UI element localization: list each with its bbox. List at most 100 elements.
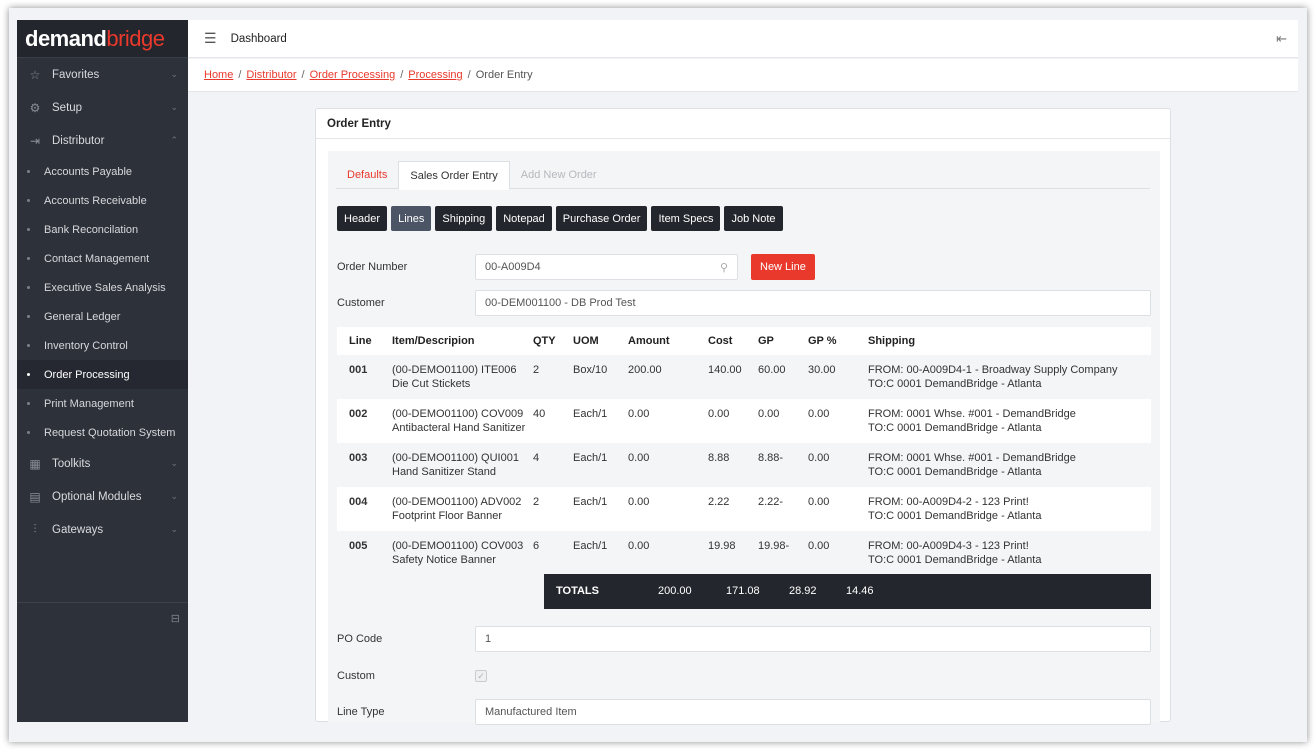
sidebar-subitem-bank-reconcilation[interactable]: Bank Reconcilation — [17, 215, 188, 244]
sidebar-subitem-print-management[interactable]: Print Management — [17, 389, 188, 418]
customer-input[interactable]: 00-DEM001100 - DB Prod Test — [475, 290, 1151, 316]
cell-cost: 140.00 — [708, 355, 758, 399]
sidebar-subitem-order-processing[interactable]: Order Processing — [17, 360, 188, 389]
brand-logo[interactable]: demand bridge — [17, 20, 188, 58]
sidebar-subitem-inventory-control[interactable]: Inventory Control — [17, 331, 188, 360]
cell-line: 005 — [337, 531, 392, 575]
sidebar: demand bridge ☆ Favorites ⌄ ⚙ Setup ⌄ ⇥ D… — [17, 20, 188, 722]
col-header-item: Item/Descripion — [392, 327, 533, 355]
sidebar-item-favorites[interactable]: ☆ Favorites ⌄ — [17, 58, 188, 91]
sidebar-item-toolkits[interactable]: ▦ Toolkits ⌄ — [17, 447, 188, 480]
customer-label: Customer — [337, 297, 385, 309]
custom-checkbox[interactable]: ✓ — [475, 670, 487, 682]
tab-defaults[interactable]: Defaults — [347, 169, 388, 181]
ship-from: FROM: 00-A009D4-2 - 123 Print! — [868, 496, 1029, 508]
cell-gp-pct: 0.00 — [808, 531, 868, 575]
sidebar-subitem-label: Accounts Receivable — [44, 194, 147, 207]
cell-line: 004 — [337, 487, 392, 531]
sidebar-subitem-request-quotation-system[interactable]: Request Quotation System — [17, 418, 188, 447]
item-code: (00-DEMO01100) ITE006 — [392, 364, 517, 376]
order-lines-table: Line Item/Descripion QTY UOM Amount Cost… — [337, 327, 1151, 575]
cell-qty: 40 — [533, 399, 573, 443]
sidebar-subitem-contact-management[interactable]: Contact Management — [17, 244, 188, 273]
cell-cost: 19.98 — [708, 531, 758, 575]
item-specs-button[interactable]: Item Specs — [651, 206, 721, 231]
sidebar-subitem-accounts-receivable[interactable]: Accounts Receivable — [17, 186, 188, 215]
chevron-down-icon: ⌄ — [170, 491, 178, 501]
line-type-input[interactable]: Manufactured Item — [475, 699, 1151, 725]
line-type-label: Line Type — [337, 706, 385, 718]
bullet-icon — [27, 228, 30, 231]
notepad-button[interactable]: Notepad — [496, 206, 552, 231]
breadcrumb-distributor[interactable]: Distributor — [246, 69, 297, 81]
sidebar-subitem-label: Executive Sales Analysis — [44, 281, 166, 294]
sidebar-subitem-executive-sales-analysis[interactable]: Executive Sales Analysis — [17, 273, 188, 302]
table-row[interactable]: 003 (00-DEMO01100) QUI001 Hand Sanitizer … — [337, 443, 1151, 487]
bullet-icon — [27, 402, 30, 405]
menu-icon[interactable]: ☰ — [204, 30, 217, 46]
sidebar-item-label: Gateways — [52, 523, 104, 536]
new-line-button[interactable]: New Line — [751, 254, 815, 280]
job-note-button[interactable]: Job Note — [724, 206, 783, 231]
cell-shipping: FROM: 00-A009D4-2 - 123 Print! TO:C 0001 … — [868, 487, 1151, 531]
order-number-row: Order Number 00-A009D4 ⚲ New Line — [337, 254, 815, 280]
sidebar-subitem-label: Order Processing — [44, 368, 130, 381]
col-header-qty: QTY — [533, 327, 573, 355]
table-row[interactable]: 005 (00-DEMO01100) COV003 Safety Notice B… — [337, 531, 1151, 575]
tab-add-new-order[interactable]: Add New Order — [520, 169, 597, 181]
order-number-input[interactable]: 00-A009D4 ⚲ — [475, 254, 738, 280]
sidebar-item-distributor[interactable]: ⇥ Distributor ⌃ — [17, 124, 188, 157]
item-code: (00-DEMO01100) ADV002 — [392, 496, 522, 508]
sidebar-item-setup[interactable]: ⚙ Setup ⌄ — [17, 91, 188, 124]
item-code: (00-DEMO01100) COV003 — [392, 540, 524, 552]
sidebar-subitem-label: Print Management — [44, 397, 134, 410]
cell-line: 001 — [337, 355, 392, 399]
chevron-down-icon: ⌄ — [170, 524, 178, 534]
breadcrumb-separator: / — [467, 69, 471, 81]
cell-cost: 2.22 — [708, 487, 758, 531]
ship-from: FROM: 0001 Whse. #001 - DemandBridge — [868, 452, 1076, 464]
bullet-icon — [27, 286, 30, 289]
cell-gp: 8.88- — [758, 443, 808, 487]
breadcrumb-home[interactable]: Home — [204, 69, 234, 81]
cell-uom: Box/10 — [573, 355, 628, 399]
order-entry-card: Order Entry Defaults Sales Order Entry A… — [315, 108, 1171, 725]
sidebar-item-optional-modules[interactable]: ▤ Optional Modules ⌄ — [17, 480, 188, 513]
cell-line: 003 — [337, 443, 392, 487]
cell-uom: Each/1 — [573, 531, 628, 575]
cell-uom: Each/1 — [573, 443, 628, 487]
sidebar-item-label: Toolkits — [52, 457, 91, 470]
totals-cost: 171.08 — [726, 585, 760, 597]
lines-button[interactable]: Lines — [391, 206, 432, 231]
cell-gp: 60.00 — [758, 355, 808, 399]
po-code-input[interactable]: 1 — [475, 626, 1151, 652]
po-code-label: PO Code — [337, 633, 383, 645]
cell-amount: 0.00 — [628, 399, 708, 443]
tab-sales-order-entry[interactable]: Sales Order Entry — [398, 161, 510, 190]
logout-icon[interactable]: ⇤ — [1276, 31, 1287, 46]
search-icon[interactable]: ⚲ — [719, 261, 728, 274]
table-row[interactable]: 001 (00-DEMO01100) ITE006 Die Cut Sticket… — [337, 355, 1151, 399]
breadcrumb-current: Order Entry — [475, 69, 533, 81]
breadcrumb-order-processing[interactable]: Order Processing — [309, 69, 396, 81]
sidebar-nav: ☆ Favorites ⌄ ⚙ Setup ⌄ ⇥ Distributor ⌃ … — [17, 58, 188, 546]
distributor-icon: ⇥ — [29, 133, 41, 148]
custom-row: Custom ✓ — [337, 667, 487, 685]
table-row[interactable]: 002 (00-DEMO01100) COV009 Antibacteral Ha… — [337, 399, 1151, 443]
cell-qty: 6 — [533, 531, 573, 575]
sidebar-subitem-accounts-payable[interactable]: Accounts Payable — [17, 157, 188, 186]
breadcrumb-processing[interactable]: Processing — [408, 69, 463, 81]
header-button[interactable]: Header — [337, 206, 388, 231]
bullet-icon — [27, 344, 30, 347]
shipping-button[interactable]: Shipping — [435, 206, 493, 231]
sidebar-item-gateways[interactable]: ⫶ Gateways ⌄ — [17, 513, 188, 546]
item-description: Hand Sanitizer Stand — [392, 466, 496, 478]
topbar-title: Dashboard — [230, 32, 287, 45]
star-icon: ☆ — [29, 67, 41, 82]
sidebar-subitem-general-ledger[interactable]: General Ledger — [17, 302, 188, 331]
sidebar-item-label: Distributor — [52, 134, 105, 147]
purchase-order-button[interactable]: Purchase Order — [555, 206, 648, 231]
table-row[interactable]: 004 (00-DEMO01100) ADV002 Footprint Floor… — [337, 487, 1151, 531]
line-type-value: Manufactured Item — [485, 706, 577, 718]
sidebar-collapse-icon[interactable]: ⊟ — [170, 613, 180, 625]
